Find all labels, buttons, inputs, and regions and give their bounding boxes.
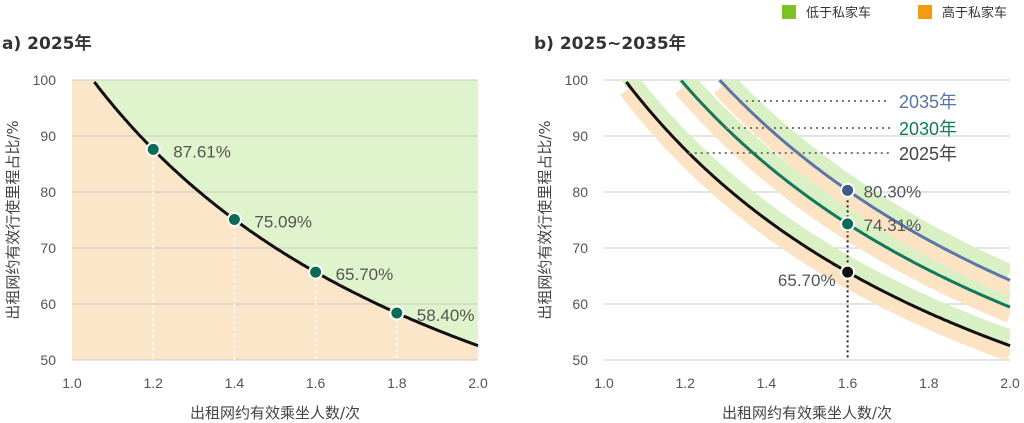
region-above-private-car — [72, 80, 478, 360]
panel-a-ytick-label: 90 — [40, 128, 56, 144]
data-label: 58.40% — [417, 306, 475, 325]
panel-a-ytick-label: 100 — [33, 72, 57, 88]
band-below-private-car — [677, 80, 1010, 307]
data-label: 75.09% — [254, 212, 312, 231]
panel-a: a) 2025年 87.61% 75.09% 65.70% 58.40% 1.0 1.2… — [2, 33, 488, 422]
panel-a-title: a) 2025年 — [2, 33, 91, 54]
curve-series — [625, 81, 1011, 348]
panel-a-xtick-label: 1.2 — [143, 375, 163, 391]
panel-b-title: b) 2025~2035年 — [534, 33, 686, 54]
legend-label-below: 低于私家车 — [806, 5, 871, 21]
data-point — [389, 305, 405, 321]
data-point — [840, 264, 856, 280]
region-below-private-car — [92, 80, 479, 346]
legend-label-above: 高于私家车 — [942, 5, 1007, 21]
panel-a-ytick-label: 60 — [40, 296, 56, 312]
panel-a-ytick-label: 80 — [40, 184, 56, 200]
panel-a-xtick-label: 1.6 — [306, 375, 326, 391]
data-label: 65.70% — [778, 271, 836, 290]
panel-a-ytick-label: 50 — [40, 352, 56, 368]
panel-b-ytick-label: 100 — [565, 72, 589, 88]
data-label: 65.70% — [336, 265, 394, 284]
data-label: 80.30% — [864, 182, 922, 201]
panel-b-ylabel: 出租网约有效行使里程占比/% — [536, 120, 554, 319]
band-above-private-car — [620, 84, 1010, 360]
series-label: 2030年 — [899, 119, 957, 139]
panel-b: b) 2025~2035年 2025年 2030年 2035年 65.70% 74.31… — [534, 33, 1020, 422]
band-below-private-car — [716, 80, 1010, 280]
panel-b-xtick-label: 1.8 — [919, 375, 939, 391]
data-label: 74.31% — [864, 216, 922, 235]
panel-b-xtick-label: 1.2 — [675, 375, 695, 391]
panel-a-xtick-label: 2.0 — [468, 375, 488, 391]
band-below-private-car — [620, 80, 1010, 346]
panel-a-ytick-label: 70 — [40, 240, 56, 256]
series-label: 2025年 — [899, 144, 957, 164]
data-point — [145, 141, 161, 157]
data-point — [840, 182, 856, 198]
panel-b-xtick-label: 1.6 — [838, 375, 858, 391]
series-label: 2035年 — [899, 92, 957, 112]
panel-b-ytick-label: 90 — [572, 128, 588, 144]
panel-b-ytick-label: 80 — [572, 184, 588, 200]
panel-a-xlabel: 出租网约有效乘坐人数/次 — [190, 404, 360, 422]
panel-b-ytick-label: 70 — [572, 240, 588, 256]
band-above-private-car — [713, 82, 1010, 296]
panel-a-xtick-label: 1.4 — [225, 375, 245, 391]
panel-b-xlabel: 出租网约有效乘坐人数/次 — [722, 404, 892, 422]
data-point — [226, 211, 242, 227]
legend-swatch-above — [918, 5, 932, 19]
panel-b-ytick-label: 60 — [572, 296, 588, 312]
data-point — [840, 216, 856, 232]
panel-a-xtick-label: 1.0 — [62, 375, 82, 391]
panel-b-ytick-label: 50 — [572, 352, 588, 368]
data-label: 87.61% — [173, 142, 231, 161]
data-point — [308, 264, 324, 280]
panel-b-xtick-label: 2.0 — [1000, 375, 1020, 391]
panel-a-xtick-label: 1.8 — [387, 375, 407, 391]
legend-swatch-below — [782, 5, 796, 19]
panel-b-xtick-label: 1.4 — [757, 375, 777, 391]
panel-a-ylabel: 出租网约有效行使里程占比/% — [4, 120, 22, 319]
legend: 低于私家车 高于私家车 — [782, 5, 1007, 21]
panel-b-xtick-label: 1.0 — [594, 375, 614, 391]
